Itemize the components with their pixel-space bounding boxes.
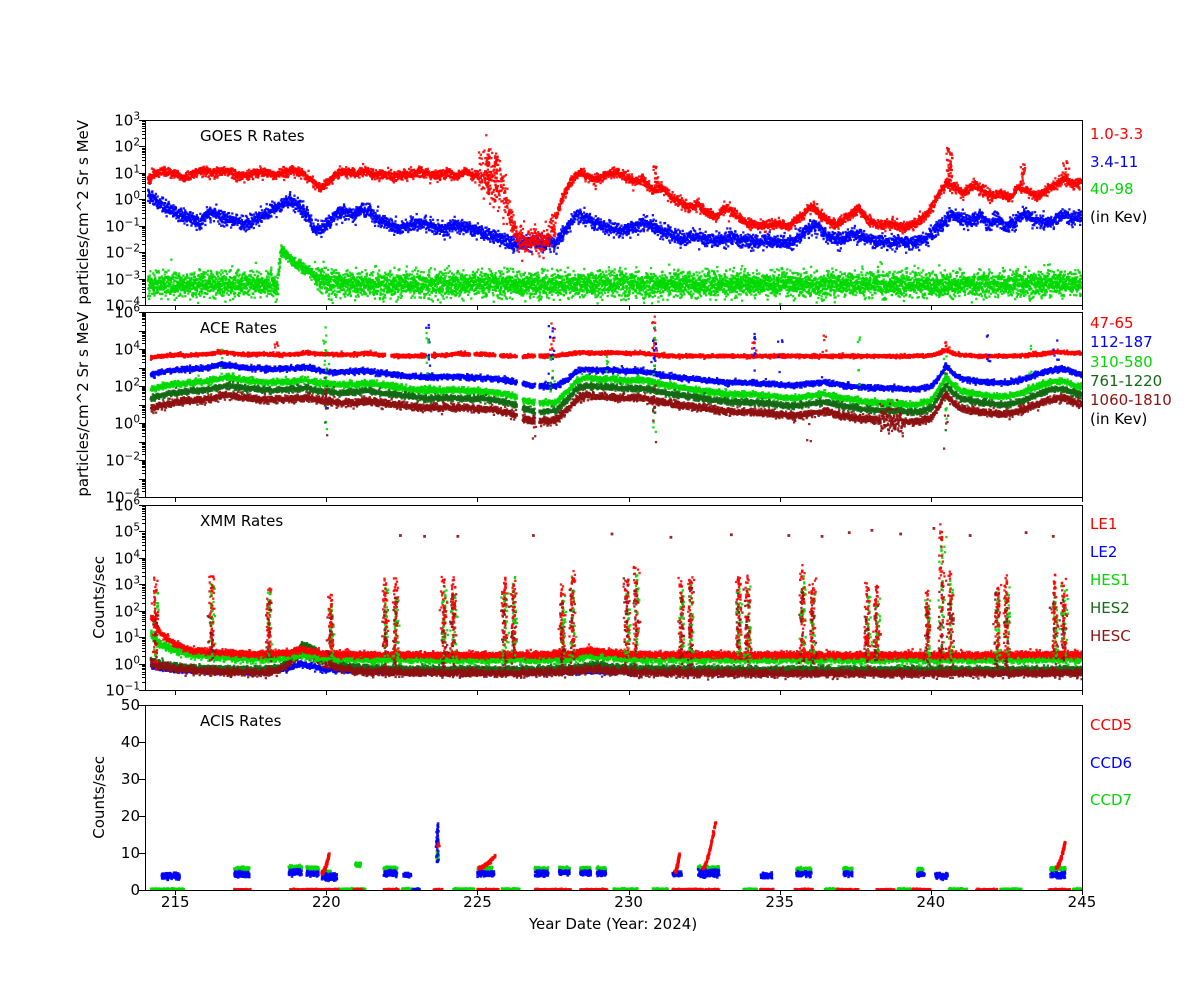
y-tick-label: 10 bbox=[120, 844, 140, 862]
legend-item: 40-98 bbox=[1090, 180, 1134, 198]
y-tick-label: 10−1 bbox=[105, 216, 140, 236]
y-tick-label: 104 bbox=[114, 548, 140, 568]
y-tick-label: 20 bbox=[120, 807, 140, 825]
legend-item: 761-1220 bbox=[1090, 371, 1163, 390]
y-tick-label: 10−4 bbox=[105, 487, 140, 507]
legend-item: 1060-1810 bbox=[1090, 391, 1172, 410]
y-tick-label: 10−2 bbox=[105, 450, 140, 470]
y-tick-label: 0 bbox=[130, 881, 140, 899]
legend-item: CCD7 bbox=[1090, 791, 1133, 809]
panel-title-acis: ACIS Rates bbox=[200, 712, 282, 730]
y-tick-label: 103 bbox=[114, 574, 140, 594]
legend-item: 112-187 bbox=[1090, 333, 1153, 352]
y-tick-label: 10−3 bbox=[105, 269, 140, 289]
panel-title-goes: GOES R Rates bbox=[200, 127, 305, 145]
legend-goes: 1.0-3.3 3.4-11 40-98 (in Kev) bbox=[1090, 121, 1147, 231]
x-axis-label: Year Date (Year: 2024) bbox=[528, 915, 698, 933]
y-tick-label: 104 bbox=[114, 339, 140, 359]
x-tick-label: 235 bbox=[765, 893, 795, 911]
x-tick-label: 240 bbox=[916, 893, 946, 911]
x-tick-label: 215 bbox=[160, 893, 190, 911]
legend-item: 3.4-11 bbox=[1090, 152, 1139, 171]
y-tick-label: 105 bbox=[114, 521, 140, 541]
legend-item: (in Kev) bbox=[1090, 410, 1148, 429]
legend-xmm: LE1 LE2 HES1 HES2 HESC bbox=[1090, 510, 1131, 650]
y-tick-label: 102 bbox=[114, 601, 140, 621]
y-tick-label: 40 bbox=[120, 733, 140, 751]
legend-item: LE1 bbox=[1090, 515, 1118, 533]
legend-item: CCD6 bbox=[1090, 753, 1133, 772]
y-tick-label: 10−1 bbox=[105, 680, 140, 700]
x-tick-label: 225 bbox=[463, 893, 492, 911]
y-tick-label: 50 bbox=[120, 696, 140, 714]
y-tick-label: 100 bbox=[114, 413, 140, 433]
y-axis-label-goes: particles/cm^2 Sr s MeV bbox=[74, 120, 92, 305]
y-tick-label: 10−2 bbox=[105, 242, 140, 262]
y-tick-label: 106 bbox=[114, 495, 140, 515]
legend-item: HES1 bbox=[1090, 571, 1130, 589]
y-axis-label-ace: particles/cm^2 Sr s MeV bbox=[74, 312, 92, 497]
legend-ace: 47-65 112-187 310-580 761-1220 1060-1810 (in … bbox=[1090, 314, 1172, 430]
legend-item: LE2 bbox=[1090, 543, 1118, 561]
legend-item: 1.0-3.3 bbox=[1090, 125, 1144, 143]
panel-title-ace: ACE Rates bbox=[200, 319, 277, 337]
y-axis-label-acis: Counts/sec bbox=[90, 756, 108, 839]
y-tick-label: 102 bbox=[114, 376, 140, 396]
legend-item: CCD5 bbox=[1090, 716, 1133, 734]
legend-item: HESC bbox=[1090, 627, 1131, 645]
y-tick-label: 100 bbox=[114, 654, 140, 674]
y-tick-label: 30 bbox=[120, 770, 140, 788]
x-tick-label: 245 bbox=[1067, 893, 1097, 911]
y-tick-label: 101 bbox=[114, 627, 140, 647]
legend-item: 47-65 bbox=[1090, 314, 1134, 332]
y-tick-label: 102 bbox=[114, 136, 140, 156]
legend-acis: CCD5 CCD6 CCD7 bbox=[1090, 707, 1132, 820]
legend-item: (in Kev) bbox=[1090, 207, 1148, 226]
x-tick-label: 230 bbox=[614, 893, 643, 911]
y-tick-label: 100 bbox=[114, 189, 140, 209]
y-axis-label-xmm: Counts/sec bbox=[90, 556, 108, 639]
y-tick-label: 103 bbox=[114, 110, 140, 130]
y-tick-label: 10−4 bbox=[105, 295, 140, 315]
y-tick-label: 106 bbox=[114, 302, 140, 322]
legend-item: 310-580 bbox=[1090, 352, 1153, 371]
legend-item: HES2 bbox=[1090, 599, 1130, 617]
panel-title-xmm: XMM Rates bbox=[200, 512, 284, 530]
y-tick-label: 101 bbox=[114, 163, 140, 183]
x-tick-label: 220 bbox=[312, 893, 341, 911]
